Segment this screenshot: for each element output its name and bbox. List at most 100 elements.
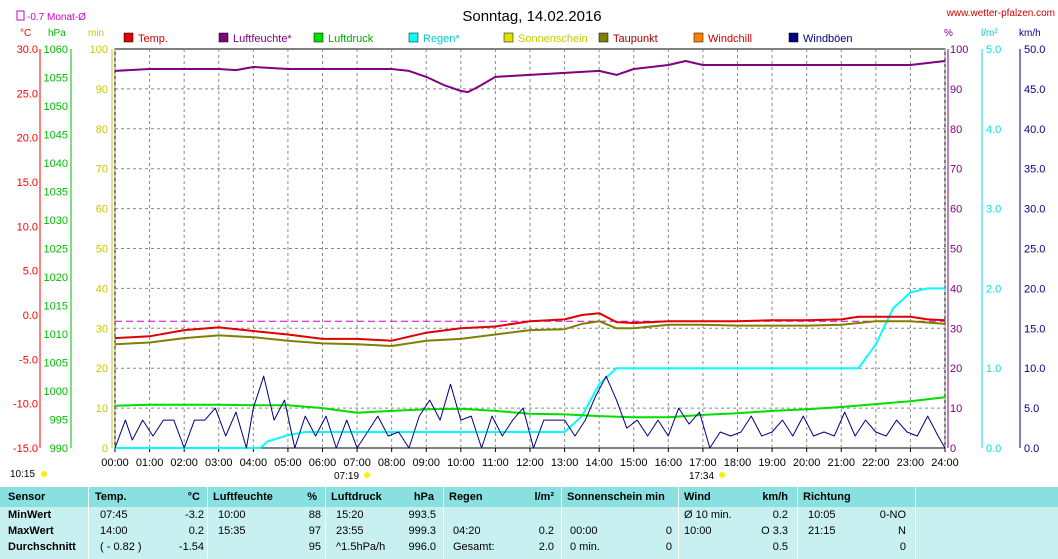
legend-label: Temp.: [138, 33, 168, 45]
pressure-axis-tick-label: 1005: [44, 358, 68, 370]
chart-background: [0, 0, 1058, 487]
pressure-axis-tick-label: 1000: [44, 386, 68, 398]
stats-col-divider: [443, 487, 444, 559]
wind-unit-label: km/h: [1019, 28, 1041, 39]
legend-swatch: [218, 32, 229, 43]
series-regen-line: [115, 287, 945, 449]
stats-col-divider: [325, 487, 326, 559]
stats-cell-press_time: 15:20: [336, 509, 364, 521]
hdr-sensor: Sensor: [8, 491, 46, 503]
x-tick-label: 09:00: [412, 457, 440, 469]
sunshine-axis-tick-label: 30: [96, 323, 108, 335]
hdr-rain: Regen: [449, 491, 483, 503]
x-tick-label: 14:00: [585, 457, 613, 469]
rain-axis-tick-label: 5.0: [986, 44, 1001, 56]
stats-cell-temp_val: -3.2: [185, 509, 204, 521]
stats-cell-wind_val: 0.5: [772, 541, 788, 553]
humidity-axis-tick-label: 50: [950, 244, 962, 256]
rain-axis-tick-label: 2.0: [986, 283, 1001, 295]
site-url: www.wetter-pfalzen.com: [946, 8, 1055, 19]
humidity-axis-tick-label: 70: [950, 164, 962, 176]
stats-cell-dir_val: 0-NO: [879, 509, 906, 521]
pressure-axis-tick-label: 1020: [44, 272, 68, 284]
x-tick-label: 01:00: [136, 457, 164, 469]
humidity-axis-tick-label: 30: [950, 323, 962, 335]
hdr-sunshine: Sonnenschein min: [567, 491, 665, 503]
stats-col-divider: [88, 487, 89, 559]
rain-axis-tick-label: 4.0: [986, 124, 1001, 136]
chart-title: Sonntag, 14.02.2016: [462, 8, 601, 25]
humidity-axis-tick-label: 90: [950, 84, 962, 96]
sunrise-sun-icon: [364, 472, 370, 478]
humidity-axis-tick-label: 20: [950, 363, 962, 375]
sunshine-axis-tick-label: 60: [96, 204, 108, 216]
hdr-humidity: Luftfeuchte: [213, 491, 273, 503]
stats-cell-sun_val: 0: [665, 541, 672, 553]
legend-label: Windböen: [803, 33, 853, 45]
temp-axis-tick-label: 10.0: [17, 221, 38, 233]
legend-swatch: [788, 32, 799, 43]
sunrise-label: 07:19: [334, 471, 359, 482]
rain-axis-tick-label: 3.0: [986, 204, 1001, 216]
pressure-axis-tick-label: 1025: [44, 244, 68, 256]
wind-axis-tick-label: 10.0: [1024, 363, 1045, 375]
legend-swatch: [598, 32, 609, 43]
humidity-axis-tick-label: 60: [950, 204, 962, 216]
sunshine-axis-tick-label: 0: [102, 443, 108, 455]
chart-series: [114, 60, 946, 449]
legend: Temp. Luftfeuchte* Luftdruck Regen* Sonnensc…: [123, 32, 853, 45]
chart-axes: 30.0 25.0 20.0 15.0 10.0 5.0 0.0 -5.0 -10.0 -15.0…: [13, 44, 1046, 455]
x-tick-label: 02:00: [170, 457, 198, 469]
stats-cell-wind_val: 0.2: [772, 509, 788, 521]
stats-cell-temp_time: 07:45: [100, 509, 128, 521]
legend-swatch: [313, 32, 324, 43]
stats-table: Sensor Temp. °C Luftfeuchte % Luftdruck …: [0, 487, 1058, 559]
pressure-axis-tick-label: 1060: [44, 44, 68, 56]
series-luftdruck-line: [114, 396, 946, 419]
x-tick-label: 03:00: [205, 457, 233, 469]
stats-cell-dir_val: 0: [899, 541, 906, 553]
x-tick-label: 00:00: [101, 457, 129, 469]
stats-col-divider: [207, 487, 208, 559]
stats-cell-wind_time: Ø 10 min.: [684, 509, 732, 521]
sunshine-axis-tick-label: 80: [96, 124, 108, 136]
pressure-axis-tick-label: 1050: [44, 101, 68, 113]
stats-col-divider: [678, 487, 679, 559]
temp-unit-label: °C: [20, 28, 31, 39]
stats-header-row: [0, 487, 1058, 507]
x-tick-label: 17:00: [689, 457, 717, 469]
stats-cell-hum_val: 95: [308, 541, 321, 553]
sunshine-axis-tick-label: 40: [96, 283, 108, 295]
stats-cell-press_val: 999.3: [408, 525, 436, 537]
x-tick-label: 16:00: [655, 457, 683, 469]
stats-cell-dir_time: 10:05: [808, 509, 836, 521]
legend-swatch: [123, 32, 134, 43]
stats-cell-label: MaxWert: [8, 525, 54, 537]
stats-cell-wind_val: O 3.3: [761, 525, 788, 537]
legend-label: Regen*: [423, 33, 460, 45]
hdr-wind-unit: km/h: [762, 491, 788, 503]
legend-label: Sonnenschein: [518, 33, 588, 45]
sun-markers: 07:19 17:34 10:15: [10, 469, 725, 482]
sunshine-axis-tick-label: 100: [90, 44, 108, 56]
sunshine-axis-tick-label: 70: [96, 164, 108, 176]
wind-axis-tick-label: 45.0: [1024, 84, 1045, 96]
monat-marker-icon: [16, 10, 25, 21]
series-windben-line: [114, 375, 946, 449]
stats-cell-label: MinWert: [8, 509, 52, 521]
x-tick-label: 10:00: [447, 457, 475, 469]
pressure-axis-tick-label: 1030: [44, 215, 68, 227]
percent-unit-label: %: [944, 28, 953, 39]
wind-axis-tick-label: 20.0: [1024, 283, 1045, 295]
pressure-axis-tick-label: 1045: [44, 130, 68, 142]
x-tick-label: 15:00: [620, 457, 648, 469]
stats-cell-temp_time: ( - 0.82 ): [100, 541, 142, 553]
stats-cell-press_val: 996.0: [408, 541, 436, 553]
rain-axis-tick-label: 0.0: [986, 443, 1001, 455]
x-tick-label: 23:00: [897, 457, 925, 469]
pressure-axis-tick-label: 1055: [44, 73, 68, 85]
stats-cell-press_time: ^1.5hPa/h: [336, 541, 386, 553]
temp-axis-tick-label: -5.0: [19, 354, 38, 366]
sunshine-axis-tick-label: 20: [96, 363, 108, 375]
x-tick-label: 12:00: [516, 457, 544, 469]
